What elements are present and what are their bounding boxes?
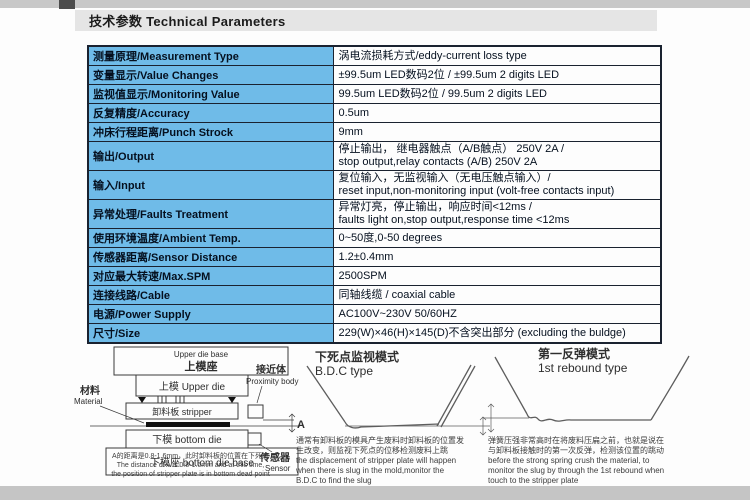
page-title: 技术参数 Technical Parameters <box>89 14 286 29</box>
table-row: 反复精度/Accuracy 0.5um <box>87 103 662 123</box>
material-bar <box>146 422 230 427</box>
sensor-label-cn: 传感器 <box>259 451 291 464</box>
param-value: 1.2±0.4mm <box>332 247 662 267</box>
right-arrow-mark <box>228 397 236 403</box>
material-label-cn: 材料 <box>80 384 100 397</box>
rebound-curve <box>483 355 690 433</box>
bdc-right-line-2 <box>440 365 476 428</box>
param-value: 229(W)×46(H)×145(D)不含突出部分 (excluding the… <box>332 323 662 344</box>
top-gray-bar <box>0 0 750 8</box>
param-label: 对应最大转速/Max.SPM <box>87 266 334 286</box>
param-value: 同轴线缆 / coaxial cable <box>332 285 662 305</box>
param-value: 复位输入，无监视输入（无电压触点输入）/ reset input,non-mon… <box>332 170 662 200</box>
table-row: 冲床行程距离/Punch Strock 9mm <box>87 122 662 142</box>
param-value: 0.5um <box>332 103 662 123</box>
proximity-leader-line <box>256 385 263 404</box>
table-row: 变量显示/Value Changes ±99.5um LED数码2位 / ±99.… <box>87 65 662 85</box>
rebound-title-en: 1st rebound type <box>538 361 628 375</box>
table-row: 监视值显示/Monitoring Value 99.5um LED数码2位 / 9… <box>87 84 662 104</box>
sensor-box <box>247 432 262 446</box>
bdc-title: 下死点监视模式 B.D.C type <box>315 350 399 378</box>
rebound-dimension-mark <box>487 403 495 433</box>
table-row: 传感器距离/Sensor Distance 1.2±0.4mm <box>87 247 662 267</box>
bottom-gray-bar <box>0 486 750 500</box>
table-row: 输入/Input 复位输入，无监视输入（无电压触点输入）/ reset input… <box>87 170 662 200</box>
param-label: 输入/Input <box>87 170 334 200</box>
upper-die-label: 上模 Upper die <box>159 381 226 393</box>
table-row: 对应最大转速/Max.SPM 2500SPM <box>87 266 662 286</box>
a-marker-label: A <box>297 419 305 431</box>
sensor-leader-line <box>258 443 273 453</box>
param-value: 99.5um LED数码2位 / 99.5um 2 digits LED <box>332 84 662 104</box>
param-value: ±99.5um LED数码2位 / ±99.5um 2 digits LED <box>332 65 662 85</box>
bdc-right-line-1 <box>436 364 472 427</box>
bdc-bottom-line <box>344 421 440 429</box>
param-label: 监视值显示/Monitoring Value <box>87 84 334 104</box>
param-value: 9mm <box>332 122 662 142</box>
param-value: 0~50度,0-50 degrees <box>332 228 662 248</box>
die-diagram: Upper die base 上模座 上模 Upper die 卸料板 stri… <box>74 346 305 476</box>
bottom-die-label: 下模 bottom die <box>152 434 222 446</box>
table-row: 使用环境温度/Ambient Temp. 0~50度,0-50 degrees <box>87 228 662 248</box>
table-row: 尺寸/Size 229(W)×46(H)×145(D)不含突出部分 (exclud… <box>87 323 662 344</box>
param-label: 反复精度/Accuracy <box>87 103 334 123</box>
bdc-title-cn: 下死点监视模式 <box>315 350 400 364</box>
bdc-title-en: B.D.C type <box>315 364 374 378</box>
param-label: 输出/Output <box>87 141 334 171</box>
left-arrow-mark <box>138 397 146 403</box>
upper-die-box <box>135 374 249 397</box>
table-row: 输出/Output 停止输出， 继电器触点（A/B触点） 250V 2A / st… <box>87 141 662 171</box>
param-label: 尺寸/Size <box>87 323 334 344</box>
upper-die-base-label-cn: 上模座 <box>185 359 218 373</box>
param-label: 连接线路/Cable <box>87 285 334 305</box>
sensor-label-en: Sensor <box>265 464 291 473</box>
param-label: 变量显示/Value Changes <box>87 65 334 85</box>
rebound-title: 第一反弹模式 1st rebound type <box>538 347 627 375</box>
param-value: 涡电流损耗方式/eddy-current loss type <box>332 45 662 66</box>
table-row: 测量原理/Measurement Type 涡电流损耗方式/eddy-curren… <box>87 45 662 66</box>
param-label: 使用环境温度/Ambient Temp. <box>87 228 334 248</box>
proximity-label-en: Proximity body <box>246 377 298 386</box>
param-value: 停止输出， 继电器触点（A/B触点） 250V 2A / stop output… <box>332 141 662 171</box>
param-label: 测量原理/Measurement Type <box>87 45 334 66</box>
proximity-label-cn: 接近体 <box>256 363 287 376</box>
param-label: 冲床行程距离/Punch Strock <box>87 122 334 142</box>
param-label: 电源/Power Supply <box>87 304 334 324</box>
rebound-left-line <box>494 356 528 415</box>
bdc-dimension-mark <box>479 416 487 436</box>
bdc-caption: 通常有卸料板的模具产生废料时卸料板的位置发 生改变，则监视下死点的位移检测废料上… <box>296 436 464 485</box>
die-caption: A的距离是0.8-1.6mm，此时卸料板的位置在下死点 The distance… <box>111 453 270 478</box>
table-row: 连接线路/Cable 同轴线缆 / coaxial cable <box>87 285 662 305</box>
material-label-en: Material <box>74 397 103 406</box>
proximity-body-box <box>247 404 264 419</box>
rebound-caption: 弹簧压强非常高时在将废料压扁之前，也就是说在 与卸料板接触时的第一次反弹，检测该… <box>488 436 665 485</box>
rebound-title-cn: 第一反弹模式 <box>538 347 611 361</box>
corner-block <box>59 0 75 9</box>
rebound-bottom-line <box>526 413 651 422</box>
bottom-die-base-label: 下模座 bottom die base <box>150 456 254 469</box>
bdc-curve <box>306 364 490 436</box>
bdc-left-line <box>306 365 346 423</box>
header-strip: 技术参数 Technical Parameters <box>75 10 657 31</box>
table-row: 电源/Power Supply AC100V~230V 50/60HZ <box>87 304 662 324</box>
bottom-die-base-box <box>105 447 299 476</box>
stripper-box <box>125 402 239 420</box>
table-row: 异常处理/Faults Treatment 异常灯亮，停止输出，响应时间<12ms… <box>87 199 662 229</box>
material-leader-line <box>99 405 145 424</box>
rebound-right-line <box>650 355 690 421</box>
param-value: 异常灯亮，停止输出，响应时间<12ms / faults light on,st… <box>332 199 662 229</box>
param-label: 异常处理/Faults Treatment <box>87 199 334 229</box>
param-label: 传感器距离/Sensor Distance <box>87 247 334 267</box>
parameters-table: 测量原理/Measurement Type 涡电流损耗方式/eddy-curren… <box>87 45 662 344</box>
upper-die-base-label-en: Upper die base <box>174 350 229 359</box>
param-value: AC100V~230V 50/60HZ <box>332 304 662 324</box>
param-value: 2500SPM <box>332 266 662 286</box>
stripper-label: 卸料板 stripper <box>152 406 212 417</box>
